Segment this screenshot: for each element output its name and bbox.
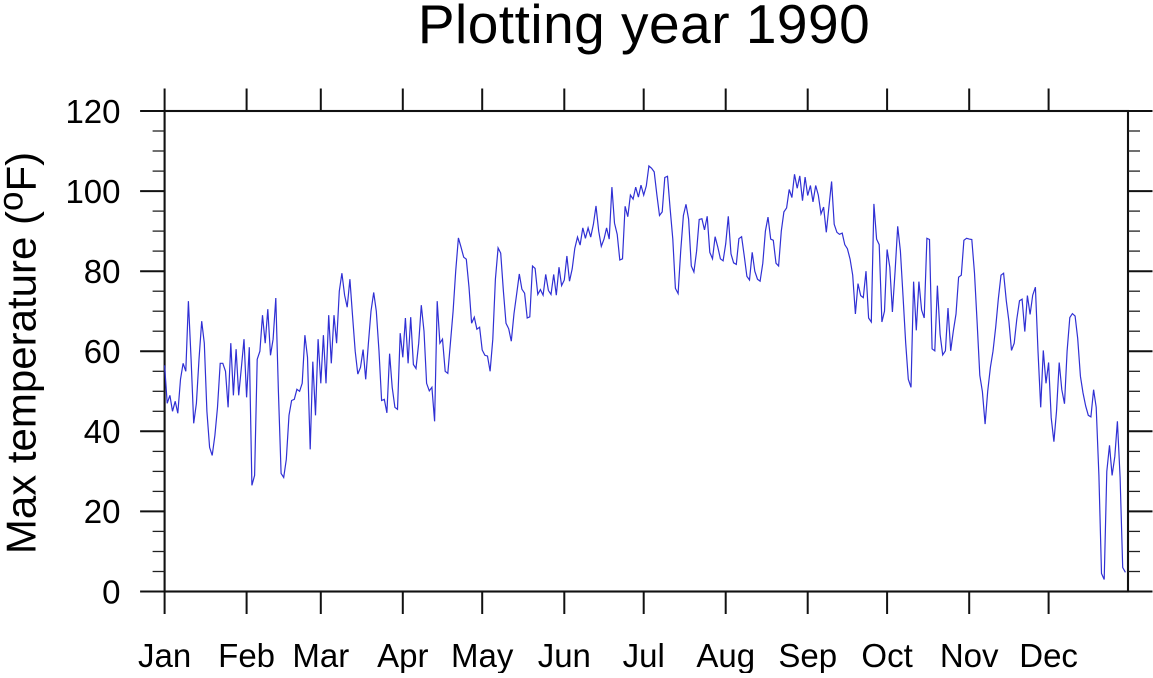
svg-text:100: 100 <box>65 173 120 210</box>
svg-text:Jan: Jan <box>138 637 191 673</box>
svg-text:Oct: Oct <box>861 637 912 673</box>
svg-text:Jul: Jul <box>623 637 665 673</box>
svg-text:0: 0 <box>102 573 120 610</box>
svg-text:Mar: Mar <box>292 637 349 673</box>
svg-text:60: 60 <box>84 333 121 370</box>
svg-text:May: May <box>451 637 514 673</box>
svg-text:40: 40 <box>84 413 121 450</box>
svg-text:Plotting year 1990: Plotting year 1990 <box>418 0 870 55</box>
svg-text:Feb: Feb <box>218 637 275 673</box>
svg-text:Nov: Nov <box>940 637 999 673</box>
svg-text:Max temperature (oF): Max temperature (oF) <box>0 152 44 554</box>
svg-text:Apr: Apr <box>377 637 428 673</box>
svg-text:Sep: Sep <box>778 637 837 673</box>
svg-text:20: 20 <box>84 493 121 530</box>
svg-text:80: 80 <box>84 253 121 290</box>
svg-text:Dec: Dec <box>1019 637 1078 673</box>
svg-text:120: 120 <box>65 93 120 130</box>
svg-text:Aug: Aug <box>696 637 755 673</box>
svg-text:Jun: Jun <box>538 637 591 673</box>
